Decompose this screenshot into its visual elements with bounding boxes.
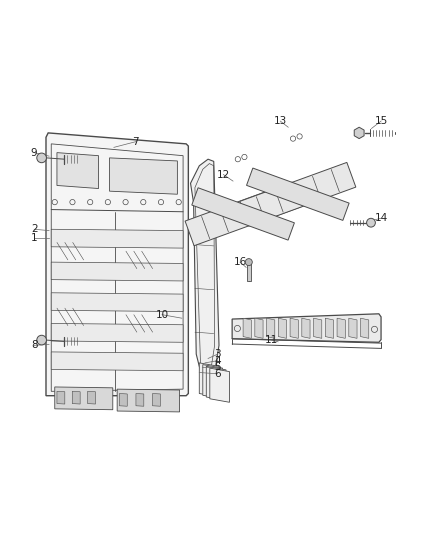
Text: 14: 14	[374, 213, 388, 223]
Text: 12: 12	[217, 169, 230, 180]
Polygon shape	[290, 318, 298, 338]
Polygon shape	[51, 324, 183, 342]
Polygon shape	[110, 158, 177, 194]
Polygon shape	[349, 318, 357, 338]
Polygon shape	[51, 352, 183, 371]
Text: 3: 3	[214, 349, 221, 359]
Circle shape	[37, 335, 46, 345]
Polygon shape	[185, 182, 301, 246]
Text: 16: 16	[233, 257, 247, 267]
Text: 6: 6	[214, 369, 221, 379]
Text: 13: 13	[274, 116, 287, 126]
Polygon shape	[117, 389, 180, 412]
Polygon shape	[240, 163, 356, 226]
Polygon shape	[51, 229, 183, 248]
Polygon shape	[360, 318, 369, 338]
Polygon shape	[255, 318, 263, 338]
Polygon shape	[51, 262, 183, 281]
Circle shape	[37, 153, 46, 163]
Polygon shape	[199, 363, 219, 397]
Polygon shape	[88, 391, 95, 404]
Polygon shape	[337, 318, 345, 338]
Bar	[247, 263, 251, 280]
Polygon shape	[302, 318, 310, 338]
Polygon shape	[51, 293, 183, 312]
Polygon shape	[192, 188, 294, 240]
Text: 8: 8	[31, 341, 38, 350]
Text: 1: 1	[31, 233, 38, 243]
Circle shape	[367, 219, 375, 227]
Circle shape	[245, 259, 252, 265]
Polygon shape	[152, 393, 160, 406]
Polygon shape	[232, 314, 381, 342]
Polygon shape	[203, 365, 223, 399]
Polygon shape	[243, 318, 251, 338]
Polygon shape	[325, 318, 334, 338]
Polygon shape	[314, 318, 322, 338]
Text: 4: 4	[214, 356, 221, 366]
Text: 5: 5	[214, 362, 221, 372]
Polygon shape	[191, 159, 219, 375]
Polygon shape	[57, 152, 99, 189]
Polygon shape	[136, 393, 144, 406]
Polygon shape	[55, 387, 113, 410]
Text: 11: 11	[265, 335, 278, 345]
Polygon shape	[278, 318, 286, 338]
Polygon shape	[354, 127, 364, 139]
Text: 15: 15	[374, 116, 388, 126]
Polygon shape	[267, 318, 275, 338]
Polygon shape	[247, 168, 349, 221]
Text: 9: 9	[31, 148, 38, 158]
Polygon shape	[46, 133, 188, 395]
Polygon shape	[57, 391, 65, 404]
Polygon shape	[210, 368, 230, 402]
Text: 7: 7	[132, 136, 139, 147]
Text: 10: 10	[155, 310, 169, 320]
Polygon shape	[206, 366, 226, 400]
Text: 2: 2	[31, 224, 38, 235]
Polygon shape	[72, 391, 80, 404]
Polygon shape	[119, 393, 127, 406]
